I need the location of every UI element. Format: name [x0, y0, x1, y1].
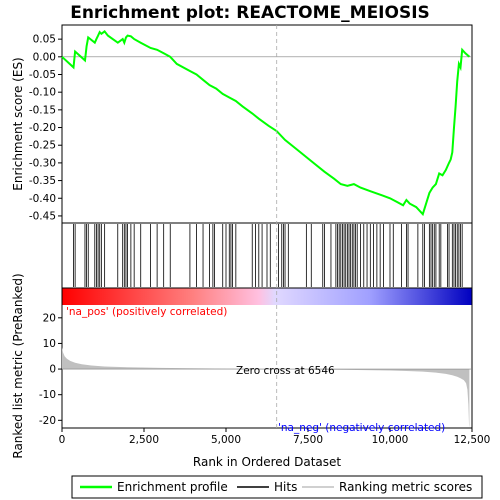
ranking-metric-area — [62, 347, 470, 428]
x-tick-label: 12,500 — [454, 434, 491, 446]
pos-correlated-label: 'na_pos' (positively correlated) — [66, 306, 227, 318]
ranking-y-tick-label: 0 — [49, 364, 56, 376]
x-tick-label: 0 — [59, 434, 66, 446]
enrichment-y-tick-label: -0.35 — [29, 175, 56, 187]
enrichment-panel: 0.05 0.00 -0.05 -0.10 -0.15 -0.20 -0.25 -0.30 -0… — [11, 24, 473, 224]
ranking-y-tick-label: -10 — [39, 389, 56, 401]
enrichment-y-tick-label: -0.15 — [29, 104, 56, 116]
zero-cross-label: Zero cross at 6546 — [236, 365, 335, 377]
x-tick-label: 7,500 — [293, 434, 323, 446]
enrichment-y-axis-title: Enrichment score (ES) — [11, 57, 25, 190]
hits-panel — [61, 222, 473, 289]
x-tick-label: 10,000 — [372, 434, 409, 446]
ranking-panel: 20 10 0 -10 -20 0 2,500 5,000 7,500 10,000 12,500… — [11, 25, 490, 469]
rank-color-bar — [62, 288, 472, 305]
enrichment-y-tick-label: -0.30 — [29, 157, 56, 169]
enrichment-y-tick-label: -0.40 — [29, 193, 56, 205]
enrichment-y-tick-label: -0.25 — [29, 140, 56, 152]
legend: Enrichment profile Hits Ranking metric s… — [71, 475, 483, 499]
ranking-y-tick-label: 20 — [43, 312, 56, 324]
legend-label-hits: Hits — [274, 480, 297, 494]
ranking-y-tick-label: -20 — [39, 415, 56, 427]
legend-label-ranking: Ranking metric scores — [339, 480, 472, 494]
x-tick-label: 5,000 — [211, 434, 241, 446]
enrichment-y-tick-label: 0.05 — [33, 34, 56, 46]
ranking-y-tick-label: 10 — [43, 338, 56, 350]
x-tick-label: 2,500 — [129, 434, 159, 446]
ranking-y-axis-title: Ranked list metric (PreRanked) — [11, 273, 25, 458]
x-axis-title: Rank in Ordered Dataset — [193, 455, 341, 469]
legend-frame — [71, 475, 483, 499]
enrichment-y-tick-label: 0.00 — [33, 51, 56, 63]
neg-correlated-label: 'na_neg' (negatively correlated) — [278, 422, 445, 434]
chart-title: Enrichment plot: REACTOME_MEIOSIS — [70, 3, 430, 23]
enrichment-y-tick-label: -0.10 — [29, 87, 56, 99]
enrichment-y-tick-label: -0.05 — [29, 69, 56, 81]
enrichment-y-tick-label: -0.45 — [29, 210, 56, 222]
enrichment-profile-line — [61, 30, 471, 217]
enrichment-y-tick-label: -0.20 — [29, 122, 56, 134]
legend-label-enrichment: Enrichment profile — [117, 480, 228, 494]
